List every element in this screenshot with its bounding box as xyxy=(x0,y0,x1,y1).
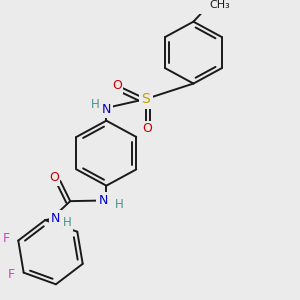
Text: N: N xyxy=(98,194,108,207)
Text: CH₃: CH₃ xyxy=(209,0,230,10)
Text: F: F xyxy=(3,232,10,244)
Text: O: O xyxy=(112,79,122,92)
Text: F: F xyxy=(7,268,14,281)
Text: H: H xyxy=(91,98,100,111)
Text: H: H xyxy=(63,216,72,229)
Text: H: H xyxy=(115,198,123,211)
Text: S: S xyxy=(141,92,150,106)
Text: O: O xyxy=(49,171,59,184)
Text: O: O xyxy=(142,122,152,135)
Text: N: N xyxy=(51,212,60,225)
Text: N: N xyxy=(102,103,111,116)
